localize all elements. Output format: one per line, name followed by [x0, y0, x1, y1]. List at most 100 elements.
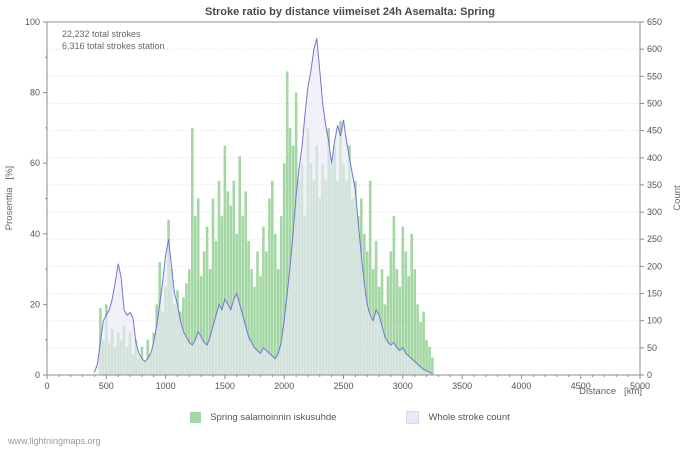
total-strokes-annotation: 22,232 total strokes: [62, 29, 141, 39]
right-tick-label: 400: [647, 153, 662, 163]
ratio-bar: [226, 191, 230, 375]
ratio-bar: [407, 276, 410, 375]
ratio-bar: [389, 251, 393, 375]
ratio-bar: [223, 145, 227, 375]
ratio-bar: [431, 357, 434, 375]
left-tick-label: 40: [30, 229, 40, 239]
ratio-bar: [386, 276, 390, 375]
right-tick-label: 650: [647, 17, 662, 27]
x-tick-label: 1500: [215, 381, 235, 391]
ratio-bar: [196, 198, 200, 375]
ratio-bar: [268, 198, 271, 375]
ratio-bar: [428, 346, 431, 375]
legend: Spring salamoinnin iskusuhde Whole strok…: [0, 411, 700, 424]
ratio-bar: [208, 269, 212, 375]
count-swatch-icon: [406, 411, 420, 424]
right-tick-label: 300: [647, 207, 662, 217]
right-tick-label: 350: [647, 180, 662, 190]
station-strokes-annotation: 6,316 total strokes station: [62, 41, 165, 51]
ratio-bar: [282, 163, 286, 375]
ratio-bar: [202, 251, 206, 375]
legend-entry-count: Whole stroke count: [406, 411, 510, 424]
right-tick-label: 550: [647, 71, 662, 81]
ratio-bar: [271, 180, 274, 375]
chart-title: Stroke ratio by distance viimeiset 24h A…: [205, 6, 495, 18]
ratio-bar: [205, 226, 209, 375]
ratio-bar: [244, 191, 247, 375]
ratio-bar: [401, 226, 405, 375]
legend-label-count: Whole stroke count: [428, 412, 510, 423]
ratio-bar: [146, 339, 150, 375]
ratio-bar: [374, 240, 378, 375]
right-tick-label: 50: [647, 343, 657, 353]
x-axis-label: Distance [km]: [579, 386, 642, 397]
ratio-bar: [214, 240, 218, 375]
left-tick-label: 0: [35, 370, 40, 380]
left-tick-label: 100: [25, 17, 40, 27]
count-line: [93, 38, 433, 374]
ratio-bar: [368, 180, 372, 375]
x-tick-label: 500: [99, 381, 114, 391]
right-tick-label: 250: [647, 234, 662, 244]
x-tick-label: 2000: [274, 381, 294, 391]
ratio-bar: [253, 286, 256, 376]
ratio-bar: [422, 311, 425, 375]
right-tick-label: 100: [647, 316, 662, 326]
ratio-bar: [188, 269, 191, 375]
ratio-bar: [211, 198, 215, 375]
legend-entry-ratio: Spring salamoinnin iskusuhde: [190, 412, 336, 423]
x-tick-label: 5000: [630, 381, 650, 391]
right-tick-label: 600: [647, 44, 662, 54]
ratio-bar: [238, 156, 241, 375]
ratio-bar: [416, 304, 419, 375]
x-tick-label: 3000: [393, 381, 413, 391]
ratio-bar: [259, 276, 262, 375]
right-tick-label: 150: [647, 289, 662, 299]
ratio-bar: [247, 240, 250, 375]
right-tick-label: 450: [647, 126, 662, 136]
ratio-bar: [279, 216, 283, 375]
site-watermark: www.lightningmaps.org: [8, 436, 101, 446]
x-tick-label: 4500: [571, 381, 591, 391]
x-tick-label: 3500: [452, 381, 472, 391]
ratio-bar: [199, 276, 203, 375]
ratio-bar: [404, 251, 408, 375]
x-tick-label: 2500: [333, 381, 353, 391]
ratio-bar: [410, 233, 413, 375]
ratio-bar: [232, 180, 236, 375]
x-tick-label: 1000: [156, 381, 176, 391]
ratio-bar: [250, 269, 253, 375]
ratio-bar: [256, 251, 259, 375]
left-tick-label: 80: [30, 88, 40, 98]
ratio-bar: [398, 286, 402, 376]
ratio-bar: [191, 127, 194, 376]
ratio-swatch-icon: [190, 412, 202, 423]
ratio-bar: [229, 205, 233, 375]
ratio-bar: [185, 283, 188, 375]
legend-label-ratio: Spring salamoinnin iskusuhde: [210, 412, 337, 423]
ratio-bar: [241, 216, 244, 375]
ratio-bar: [288, 127, 292, 376]
ratio-bar: [395, 269, 399, 375]
ratio-bar: [413, 269, 416, 375]
right-tick-label: 200: [647, 261, 662, 271]
left-tick-label: 20: [30, 299, 40, 309]
ratio-bar: [274, 233, 277, 375]
ratio-bar: [419, 322, 422, 375]
ratio-bar: [217, 180, 221, 375]
ratio-bar: [193, 216, 197, 375]
ratio-bar: [285, 71, 289, 376]
ratio-bar: [380, 269, 384, 375]
ratio-bar: [277, 269, 280, 375]
ratio-bar: [265, 251, 268, 375]
right-tick-label: 0: [647, 370, 652, 380]
left-tick-label: 60: [30, 158, 40, 168]
ratio-bar: [262, 226, 265, 375]
ratio-bar: [425, 339, 428, 375]
right-tick-label: 500: [647, 98, 662, 108]
count-area: [94, 38, 433, 376]
ratio-bar: [220, 216, 224, 375]
ratio-bar: [392, 216, 396, 375]
